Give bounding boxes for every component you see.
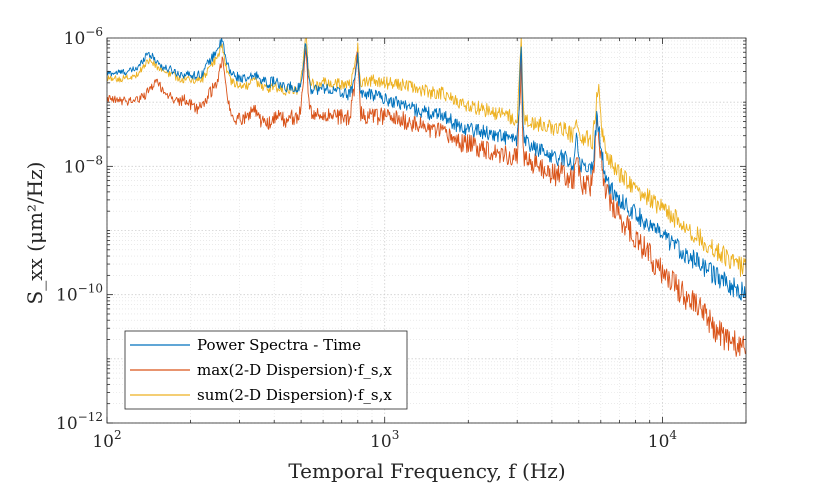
y-tick-label: 10−12 [56,410,103,434]
x-tick-label: 104 [648,428,678,452]
legend-box [124,330,408,410]
legend: Power Spectra - Time max(2-D Dispersion)·… [124,330,408,410]
x-axis-label: Temporal Frequency, f (Hz) [288,459,565,483]
tick-marks [106,38,747,424]
series-line-0 [107,38,746,301]
legend-entry-0: Power Spectra - Time [197,336,361,354]
series-line-1 [107,47,746,357]
legend-entry-2: sum(2-D Dispersion)·f_s,x [197,386,392,404]
x-tick-label: 102 [92,428,121,452]
x-tick-labels: 102 103 104 [92,428,677,452]
legend-entry-1: max(2-D Dispersion)·f_s,x [197,361,392,379]
series-group [107,38,746,357]
x-tick-label: 103 [370,428,399,452]
series-line-2 [107,38,746,277]
y-tick-label: 10−10 [56,282,103,306]
y-axis-label: S_xx (μm²/Hz) [23,162,47,305]
y-tick-label: 10−6 [64,25,103,49]
y-tick-label: 10−8 [64,153,103,177]
y-tick-labels: 10−12 10−10 10−8 10−6 [56,25,103,434]
